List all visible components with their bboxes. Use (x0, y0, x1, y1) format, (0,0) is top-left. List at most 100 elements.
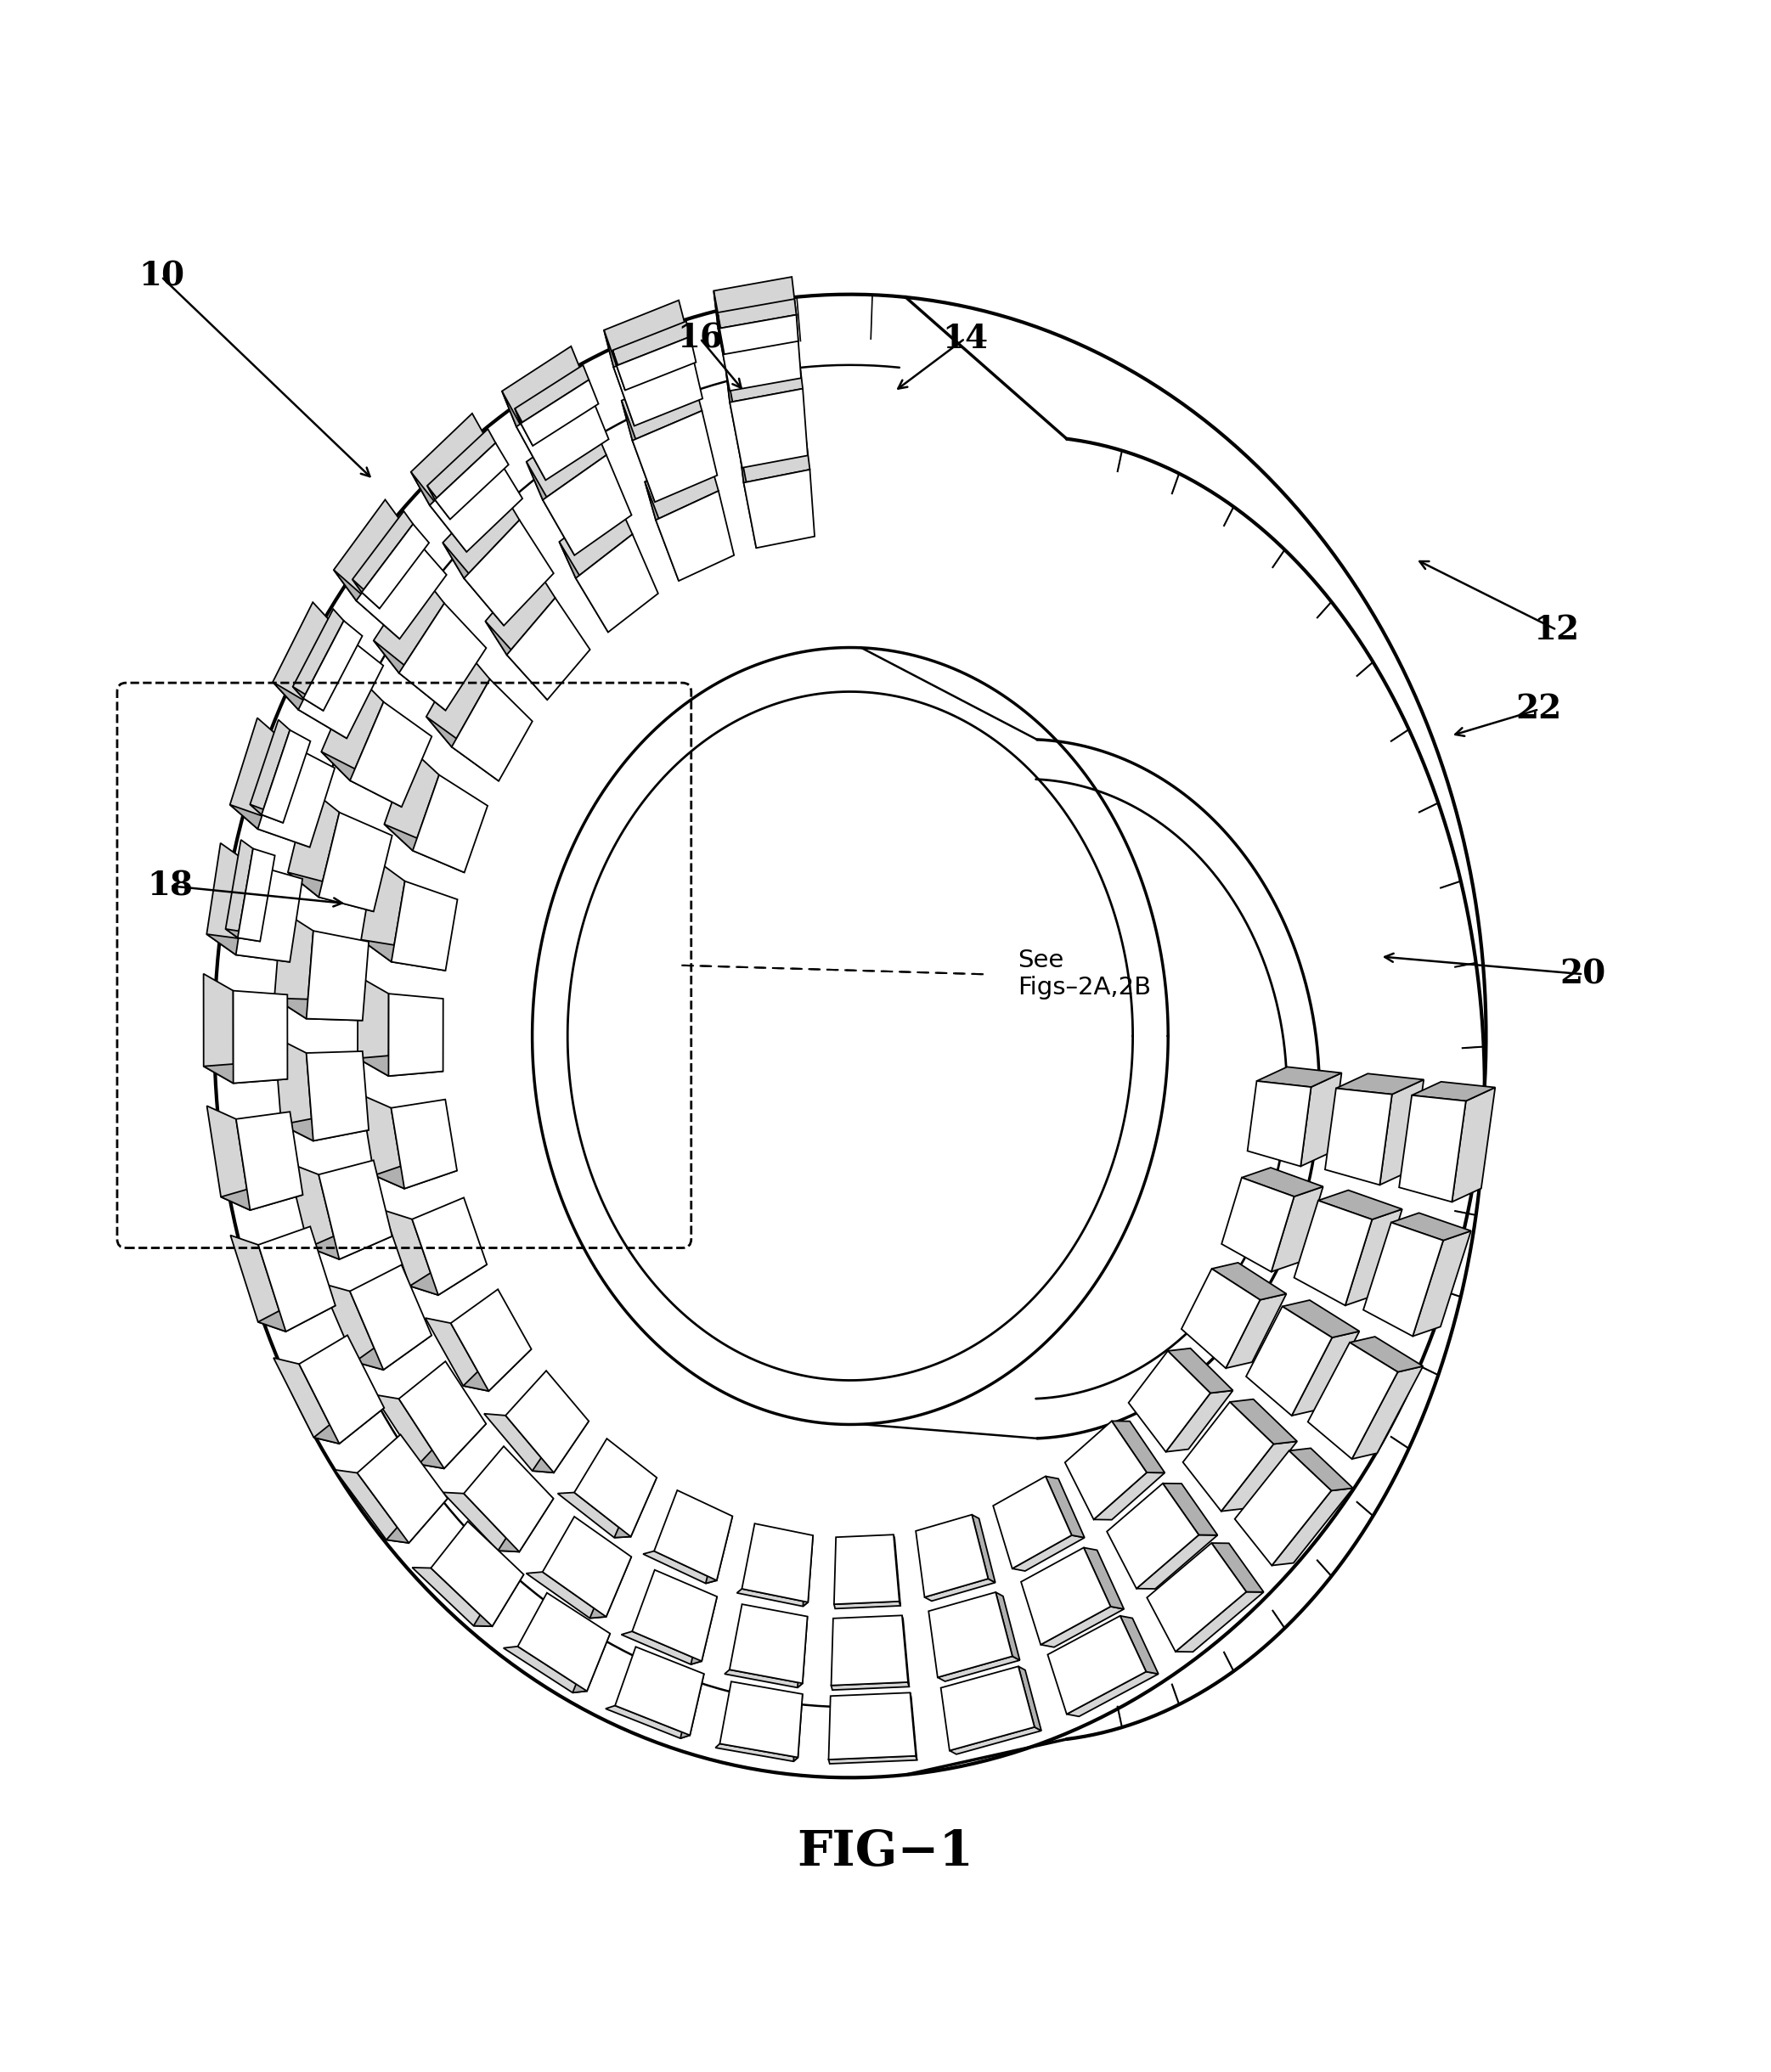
Text: See
Figs–2A,2B: See Figs–2A,2B (1018, 949, 1151, 1001)
Polygon shape (501, 346, 586, 427)
Polygon shape (464, 1345, 531, 1390)
Polygon shape (1128, 1351, 1210, 1452)
Polygon shape (221, 1181, 303, 1210)
Polygon shape (717, 298, 797, 327)
Polygon shape (505, 1372, 588, 1473)
Polygon shape (384, 748, 439, 852)
Polygon shape (1257, 1067, 1342, 1088)
Polygon shape (391, 881, 457, 970)
Polygon shape (321, 752, 402, 806)
Polygon shape (1351, 1365, 1424, 1459)
Polygon shape (924, 1579, 995, 1602)
Polygon shape (306, 930, 368, 1021)
Polygon shape (384, 1210, 437, 1295)
Polygon shape (425, 1318, 489, 1390)
Polygon shape (831, 1616, 909, 1685)
Polygon shape (443, 485, 519, 578)
Polygon shape (384, 825, 464, 872)
Polygon shape (705, 1517, 733, 1583)
Text: FIG−1: FIG−1 (797, 1828, 974, 1875)
Polygon shape (542, 1517, 630, 1616)
Polygon shape (1222, 1442, 1296, 1510)
Polygon shape (717, 313, 724, 354)
Polygon shape (515, 408, 533, 445)
Polygon shape (427, 485, 450, 520)
Polygon shape (1107, 1484, 1199, 1589)
Polygon shape (1300, 1073, 1342, 1167)
Polygon shape (517, 1593, 609, 1691)
Polygon shape (616, 336, 696, 390)
Polygon shape (236, 1113, 303, 1210)
Polygon shape (928, 1591, 1013, 1678)
Polygon shape (691, 1598, 717, 1664)
Polygon shape (436, 443, 508, 520)
Polygon shape (351, 702, 432, 806)
Polygon shape (303, 622, 363, 711)
Polygon shape (1291, 1332, 1360, 1415)
Polygon shape (1272, 1187, 1323, 1272)
Polygon shape (374, 1158, 457, 1189)
Polygon shape (724, 348, 802, 402)
Polygon shape (250, 719, 290, 814)
Polygon shape (464, 1446, 553, 1552)
Polygon shape (273, 603, 338, 711)
Polygon shape (1211, 1544, 1264, 1591)
Polygon shape (1176, 1591, 1264, 1651)
Polygon shape (916, 1515, 988, 1598)
Polygon shape (1452, 1088, 1495, 1202)
Polygon shape (1247, 1082, 1311, 1167)
Polygon shape (533, 1419, 588, 1473)
Polygon shape (411, 472, 466, 551)
Polygon shape (645, 481, 678, 580)
Polygon shape (1247, 1307, 1332, 1415)
Polygon shape (1364, 1222, 1443, 1336)
Polygon shape (1289, 1448, 1353, 1490)
Polygon shape (615, 1477, 657, 1537)
Polygon shape (719, 1682, 802, 1757)
Polygon shape (352, 580, 379, 609)
Polygon shape (994, 1477, 1071, 1569)
Polygon shape (411, 414, 491, 506)
Polygon shape (374, 640, 446, 711)
Polygon shape (515, 365, 590, 423)
Polygon shape (739, 443, 756, 547)
Polygon shape (653, 1490, 733, 1581)
Polygon shape (632, 1571, 717, 1662)
Polygon shape (526, 1573, 606, 1618)
Polygon shape (361, 860, 406, 961)
Polygon shape (236, 864, 303, 961)
Polygon shape (622, 1631, 701, 1664)
Polygon shape (742, 1523, 813, 1602)
Polygon shape (473, 1575, 524, 1627)
Polygon shape (1307, 1343, 1397, 1459)
Polygon shape (517, 381, 609, 481)
Polygon shape (501, 392, 545, 481)
Polygon shape (485, 564, 554, 655)
Polygon shape (643, 1552, 717, 1583)
Polygon shape (1325, 1088, 1392, 1185)
Polygon shape (1048, 1616, 1146, 1714)
Polygon shape (560, 497, 632, 578)
Polygon shape (498, 1498, 553, 1552)
Polygon shape (604, 329, 634, 427)
Polygon shape (1066, 1672, 1158, 1716)
Polygon shape (526, 462, 574, 555)
Polygon shape (797, 1616, 808, 1687)
Polygon shape (275, 1036, 313, 1142)
Polygon shape (1399, 1096, 1466, 1202)
Polygon shape (1084, 1548, 1125, 1610)
Polygon shape (230, 1235, 285, 1332)
Polygon shape (273, 1357, 340, 1444)
Polygon shape (230, 804, 310, 847)
Polygon shape (719, 315, 799, 354)
Polygon shape (744, 470, 815, 547)
Polygon shape (299, 1334, 384, 1444)
Polygon shape (259, 1227, 335, 1332)
Polygon shape (427, 649, 491, 746)
Polygon shape (739, 431, 809, 483)
Polygon shape (413, 775, 487, 872)
Polygon shape (937, 1656, 1020, 1680)
Polygon shape (452, 1289, 531, 1390)
Polygon shape (834, 1602, 900, 1608)
Polygon shape (724, 1670, 802, 1687)
